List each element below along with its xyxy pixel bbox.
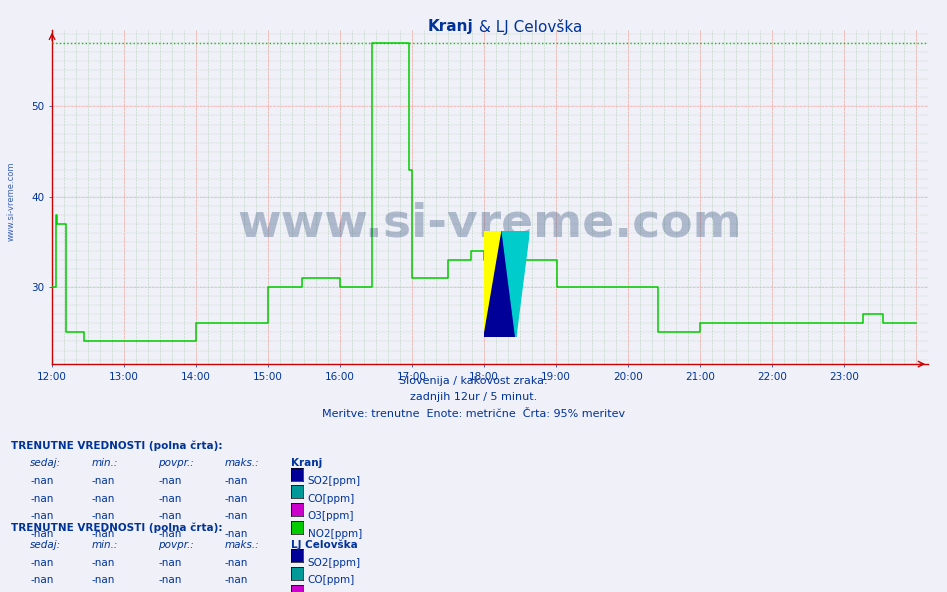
Text: povpr.:: povpr.: [158,458,194,468]
Text: min.:: min.: [92,540,118,550]
Text: min.:: min.: [92,458,118,468]
Polygon shape [502,231,529,337]
Text: O3[ppm]: O3[ppm] [308,511,354,522]
Text: -nan: -nan [30,511,54,522]
Text: sedaj:: sedaj: [30,458,62,468]
Text: -nan: -nan [158,511,182,522]
Text: -nan: -nan [158,494,182,504]
Text: -nan: -nan [224,494,248,504]
Text: Kranj: Kranj [428,19,474,34]
Text: -nan: -nan [30,558,54,568]
Text: -nan: -nan [92,529,116,539]
Text: SO2[ppm]: SO2[ppm] [308,476,361,486]
Text: -nan: -nan [92,476,116,486]
Text: CO[ppm]: CO[ppm] [308,575,355,585]
Text: TRENUTNE VREDNOSTI (polna črta):: TRENUTNE VREDNOSTI (polna črta): [11,522,223,533]
Text: -nan: -nan [158,529,182,539]
Text: TRENUTNE VREDNOSTI (polna črta):: TRENUTNE VREDNOSTI (polna črta): [11,440,223,451]
Text: www.si-vreme.com: www.si-vreme.com [7,162,16,241]
Text: -nan: -nan [92,511,116,522]
Text: -nan: -nan [30,476,54,486]
Polygon shape [484,231,516,337]
Text: -nan: -nan [92,558,116,568]
Text: SO2[ppm]: SO2[ppm] [308,558,361,568]
Text: -nan: -nan [158,558,182,568]
Text: -nan: -nan [224,529,248,539]
Text: Meritve: trenutne  Enote: metrične  Črta: 95% meritev: Meritve: trenutne Enote: metrične Črta: … [322,409,625,419]
Text: maks.:: maks.: [224,458,259,468]
Text: -nan: -nan [30,529,54,539]
Text: -nan: -nan [224,575,248,585]
Text: -nan: -nan [92,494,116,504]
Text: sedaj:: sedaj: [30,540,62,550]
Text: CO[ppm]: CO[ppm] [308,494,355,504]
Text: LJ Celovška: LJ Celovška [291,540,357,551]
Text: maks.:: maks.: [224,540,259,550]
Text: povpr.:: povpr.: [158,540,194,550]
Text: -nan: -nan [158,575,182,585]
Text: -nan: -nan [92,575,116,585]
Text: & LJ Celovška: & LJ Celovška [474,19,581,35]
Text: www.si-vreme.com: www.si-vreme.com [238,201,742,246]
Text: zadnjih 12ur / 5 minut.: zadnjih 12ur / 5 minut. [410,392,537,403]
Text: -nan: -nan [224,511,248,522]
Text: Kranj: Kranj [291,458,322,468]
Text: -nan: -nan [30,575,54,585]
Text: -nan: -nan [224,558,248,568]
Text: Slovenija / kakovost zraka.: Slovenija / kakovost zraka. [400,376,547,386]
Text: -nan: -nan [30,494,54,504]
Text: -nan: -nan [224,476,248,486]
Polygon shape [484,231,502,337]
Text: -nan: -nan [158,476,182,486]
Text: NO2[ppm]: NO2[ppm] [308,529,362,539]
